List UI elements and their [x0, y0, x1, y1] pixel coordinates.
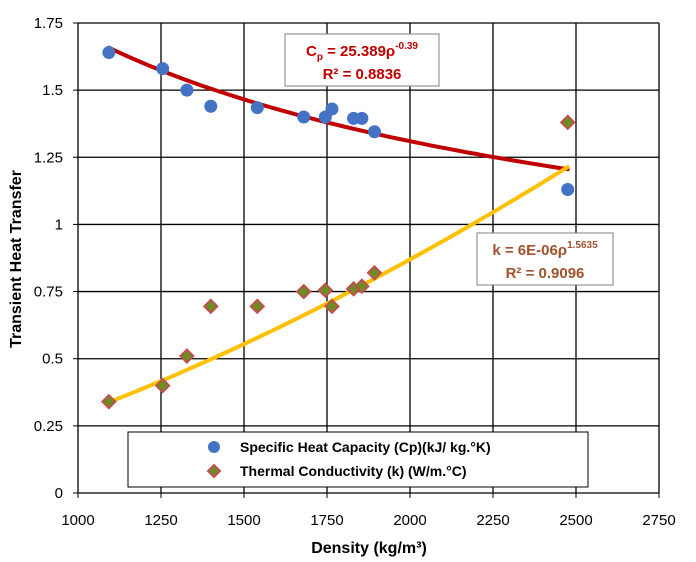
data-point-k — [324, 298, 340, 315]
data-point-k — [317, 282, 334, 299]
data-point-cp — [325, 102, 339, 116]
data-point-k — [178, 348, 195, 364]
data-point-cp — [297, 110, 311, 124]
legend-frame — [127, 431, 589, 488]
y-tick-label: 1.5 — [42, 82, 63, 99]
y-axis-title: Transient Heat Transfer — [8, 170, 25, 348]
equation-k-body: k = 6E-06ρ — [492, 242, 567, 259]
data-point-cp — [561, 183, 575, 197]
y-tick-label: 0.5 — [42, 351, 63, 368]
data-points — [100, 46, 576, 410]
y-tick-label: 1 — [55, 216, 63, 233]
equation-cp-prefix: C — [306, 43, 317, 60]
x-tick-label: 1000 — [61, 512, 94, 529]
x-axis-title: Density (kg/m³) — [311, 540, 427, 557]
data-point-cp — [355, 111, 369, 125]
trendline-cp — [106, 45, 570, 172]
data-point-cp — [180, 83, 194, 97]
y-tick-label: 1.25 — [34, 149, 63, 166]
equation-k-exponent: 1.5635 — [567, 240, 598, 251]
x-tick-label: 1250 — [144, 512, 177, 529]
equation-box-k-frame — [476, 232, 614, 286]
data-point-k — [154, 377, 171, 394]
equation-box-k: k = 6E-06ρ1.5635 R² = 0.9096 — [476, 232, 614, 286]
data-point-k — [100, 393, 117, 410]
data-point-cp — [250, 101, 264, 115]
y-tick-labels: 0 0.25 0.5 0.75 1 1.25 1.5 1.75 — [34, 15, 63, 502]
x-tick-label: 2750 — [642, 512, 675, 529]
x-tick-label: 2000 — [393, 512, 426, 529]
x-tick-label: 2250 — [476, 512, 509, 529]
trendlines — [106, 45, 570, 405]
legend-marker-cp — [208, 441, 220, 453]
data-point-k — [353, 278, 370, 295]
equation-cp-subscript: p — [317, 52, 323, 63]
equation-k: k = 6E-06ρ1.5635 — [492, 240, 598, 259]
axes — [73, 22, 660, 498]
y-tick-label: 0.75 — [34, 284, 63, 301]
x-tick-labels: 1000 1250 1500 1750 2000 2250 2500 2750 — [61, 512, 675, 529]
y-tick-label: 0.25 — [34, 418, 63, 435]
legend-marker-k — [206, 463, 222, 479]
x-tick-label: 1750 — [310, 512, 343, 529]
equation-cp-exponent: -0.39 — [395, 41, 418, 52]
equation-cp: Cp = 25.389ρ-0.39 — [306, 41, 418, 63]
data-point-k — [366, 264, 383, 281]
y-tick-label: 0 — [55, 485, 63, 502]
data-point-k — [295, 283, 312, 300]
data-point-k — [559, 114, 576, 131]
y-tick-label: 1.75 — [34, 15, 63, 32]
x-tick-label: 1500 — [227, 512, 260, 529]
data-point-k — [202, 298, 219, 315]
trendline-k — [106, 165, 570, 405]
data-point-cp — [367, 125, 381, 139]
data-point-cp — [204, 99, 218, 113]
data-point-cp — [102, 46, 116, 60]
legend: Specific Heat Capacity (Cp)(kJ/ kg.°K) T… — [127, 431, 589, 488]
legend-label-cp: Specific Heat Capacity (Cp)(kJ/ kg.°K) — [240, 439, 491, 455]
equation-cp-r2: R² = 0.8836 — [323, 66, 402, 83]
data-point-cp — [156, 62, 170, 76]
legend-label-k: Thermal Conductivity (k) (W/m.°C) — [240, 463, 467, 479]
equation-box-cp: Cp = 25.389ρ-0.39 R² = 0.8836 — [284, 33, 440, 87]
equation-cp-body: = 25.389ρ — [323, 43, 395, 60]
equation-box-cp-frame — [284, 33, 440, 87]
data-point-k — [249, 298, 266, 315]
x-tick-label: 2500 — [559, 512, 592, 529]
equation-k-r2: R² = 0.9096 — [506, 265, 585, 282]
